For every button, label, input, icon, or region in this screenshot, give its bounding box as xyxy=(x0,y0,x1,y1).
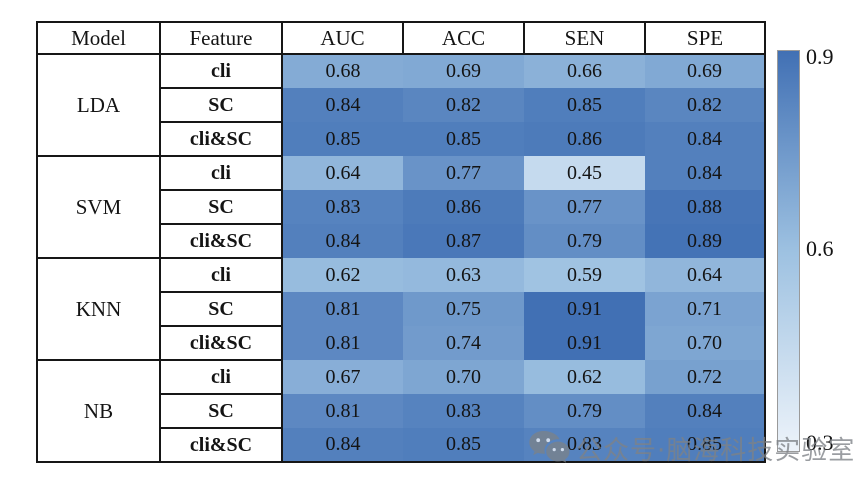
column-header-model: Model xyxy=(36,21,161,55)
table-row: KNN cli 0.62 0.63 0.59 0.64 xyxy=(36,257,765,361)
heatmap-cell: 0.86 xyxy=(524,122,645,156)
column-header-sen: SEN xyxy=(523,21,646,55)
heatmap-cell: 0.82 xyxy=(645,88,765,122)
heatmap-cell: 0.81 xyxy=(282,326,403,360)
heatmap-cell: 0.79 xyxy=(524,224,645,258)
heatmap-cell: 0.84 xyxy=(645,122,765,156)
heatmap-cell: 0.83 xyxy=(282,190,403,224)
heatmap-cell: 0.89 xyxy=(645,224,765,258)
heatmap-cell: 0.62 xyxy=(524,360,645,394)
heatmap-cell: 0.85 xyxy=(403,122,524,156)
feature-cell: cli xyxy=(159,53,283,89)
table-row: cli&SC 0.81 0.74 0.91 0.70 xyxy=(37,325,765,361)
heatmap-cell: 0.63 xyxy=(403,258,524,292)
heatmap-cell: 0.64 xyxy=(645,258,765,292)
heatmap-cell: 0.59 xyxy=(524,258,645,292)
heatmap-cell: 0.79 xyxy=(524,394,645,428)
column-header-spe: SPE xyxy=(644,21,766,55)
table-row: SC 0.81 0.75 0.91 0.71 xyxy=(37,291,765,327)
heatmap-cell: 0.81 xyxy=(282,292,403,326)
heatmap-cell: 0.83 xyxy=(524,428,645,462)
heatmap-cell: 0.82 xyxy=(403,88,524,122)
heatmap-cell: 0.67 xyxy=(282,360,403,394)
table-row: cli&SC 0.85 0.85 0.86 0.84 xyxy=(37,121,765,157)
table-row: SC 0.84 0.82 0.85 0.82 xyxy=(37,87,765,123)
heatmap-cell: 0.68 xyxy=(282,54,403,88)
heatmap-cell: 0.85 xyxy=(403,428,524,462)
table-row: SC 0.83 0.86 0.77 0.88 xyxy=(37,189,765,225)
results-table: Model Feature AUC ACC SEN SPE LDA cli 0.68 0.69 0… xyxy=(36,21,766,463)
colorbar-gradient xyxy=(777,50,800,452)
heatmap-cell: 0.83 xyxy=(403,394,524,428)
table-body: LDA cli 0.68 0.69 0.66 0.69 SC 0.84 0.82 0.85 0.82… xyxy=(36,53,765,463)
heatmap-cell: 0.84 xyxy=(282,224,403,258)
heatmap-cell: 0.81 xyxy=(282,394,403,428)
heatmap-cell: 0.71 xyxy=(645,292,765,326)
feature-cell: cli&SC xyxy=(159,325,283,361)
colorbar-tick-mid: 0.6 xyxy=(806,236,834,261)
column-header-feature: Feature xyxy=(159,21,283,55)
table-row: LDA cli 0.68 0.69 0.66 0.69 xyxy=(36,53,765,157)
heatmap-cell: 0.64 xyxy=(282,156,403,190)
heatmap-cell: 0.86 xyxy=(403,190,524,224)
model-cell-knn: KNN xyxy=(36,257,161,361)
colorbar-tick-min: 0.3 xyxy=(806,430,834,455)
heatmap-cell: 0.70 xyxy=(403,360,524,394)
model-cell-nb: NB xyxy=(36,359,161,463)
model-cell-svm: SVM xyxy=(36,155,161,259)
table-row: cli&SC 0.84 0.85 0.83 0.85 xyxy=(37,427,765,463)
feature-cell: cli xyxy=(159,155,283,191)
colorbar-tick-max: 0.9 xyxy=(806,44,834,69)
heatmap-cell: 0.84 xyxy=(282,428,403,462)
column-header-auc: AUC xyxy=(281,21,404,55)
heatmap-cell: 0.91 xyxy=(524,292,645,326)
heatmap-cell: 0.66 xyxy=(524,54,645,88)
heatmap-cell: 0.69 xyxy=(403,54,524,88)
table-row: NB cli 0.67 0.70 0.62 0.72 xyxy=(36,359,765,463)
table-row: SC 0.81 0.83 0.79 0.84 xyxy=(37,393,765,429)
feature-cell: cli xyxy=(159,359,283,395)
feature-cell: cli&SC xyxy=(159,223,283,259)
heatmap-cell: 0.85 xyxy=(645,428,765,462)
table-row: cli&SC 0.84 0.87 0.79 0.89 xyxy=(37,223,765,259)
table-row: SVM cli 0.64 0.77 0.45 0.84 xyxy=(36,155,765,259)
heatmap-cell: 0.77 xyxy=(403,156,524,190)
heatmap-cell: 0.84 xyxy=(282,88,403,122)
feature-cell: cli xyxy=(159,257,283,293)
feature-cell: cli&SC xyxy=(159,427,283,463)
column-header-acc: ACC xyxy=(402,21,525,55)
heatmap-cell: 0.69 xyxy=(645,54,765,88)
feature-cell: SC xyxy=(159,291,283,327)
heatmap-cell: 0.85 xyxy=(524,88,645,122)
feature-cell: cli&SC xyxy=(159,121,283,157)
heatmap-cell: 0.87 xyxy=(403,224,524,258)
feature-cell: SC xyxy=(159,87,283,123)
heatmap-cell: 0.84 xyxy=(645,394,765,428)
heatmap-cell: 0.45 xyxy=(524,156,645,190)
heatmap-cell: 0.72 xyxy=(645,360,765,394)
table-header-row: Model Feature AUC ACC SEN SPE xyxy=(36,21,766,55)
feature-cell: SC xyxy=(159,189,283,225)
heatmap-cell: 0.62 xyxy=(282,258,403,292)
feature-cell: SC xyxy=(159,393,283,429)
heatmap-cell: 0.85 xyxy=(282,122,403,156)
heatmap-cell: 0.70 xyxy=(645,326,765,360)
heatmap-cell: 0.84 xyxy=(645,156,765,190)
model-cell-lda: LDA xyxy=(36,53,161,157)
heatmap-cell: 0.88 xyxy=(645,190,765,224)
heatmap-cell: 0.77 xyxy=(524,190,645,224)
heatmap-cell: 0.75 xyxy=(403,292,524,326)
heatmap-cell: 0.91 xyxy=(524,326,645,360)
heatmap-cell: 0.74 xyxy=(403,326,524,360)
